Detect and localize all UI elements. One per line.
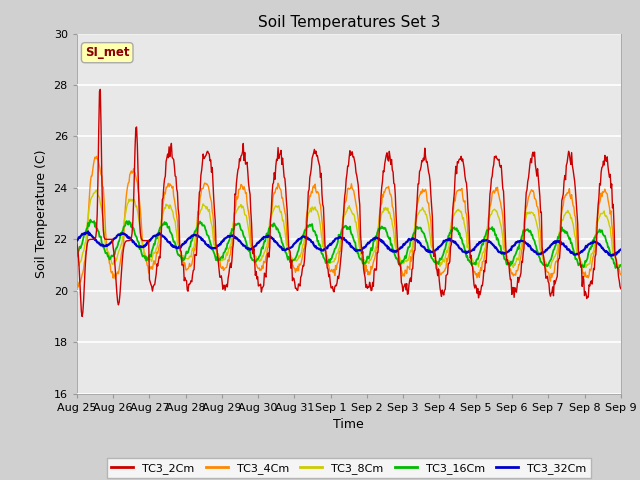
Title: Soil Temperatures Set 3: Soil Temperatures Set 3 bbox=[257, 15, 440, 30]
Text: SI_met: SI_met bbox=[85, 46, 129, 59]
Legend: TC3_2Cm, TC3_4Cm, TC3_8Cm, TC3_16Cm, TC3_32Cm: TC3_2Cm, TC3_4Cm, TC3_8Cm, TC3_16Cm, TC3… bbox=[107, 458, 591, 478]
Y-axis label: Soil Temperature (C): Soil Temperature (C) bbox=[35, 149, 48, 278]
X-axis label: Time: Time bbox=[333, 418, 364, 431]
